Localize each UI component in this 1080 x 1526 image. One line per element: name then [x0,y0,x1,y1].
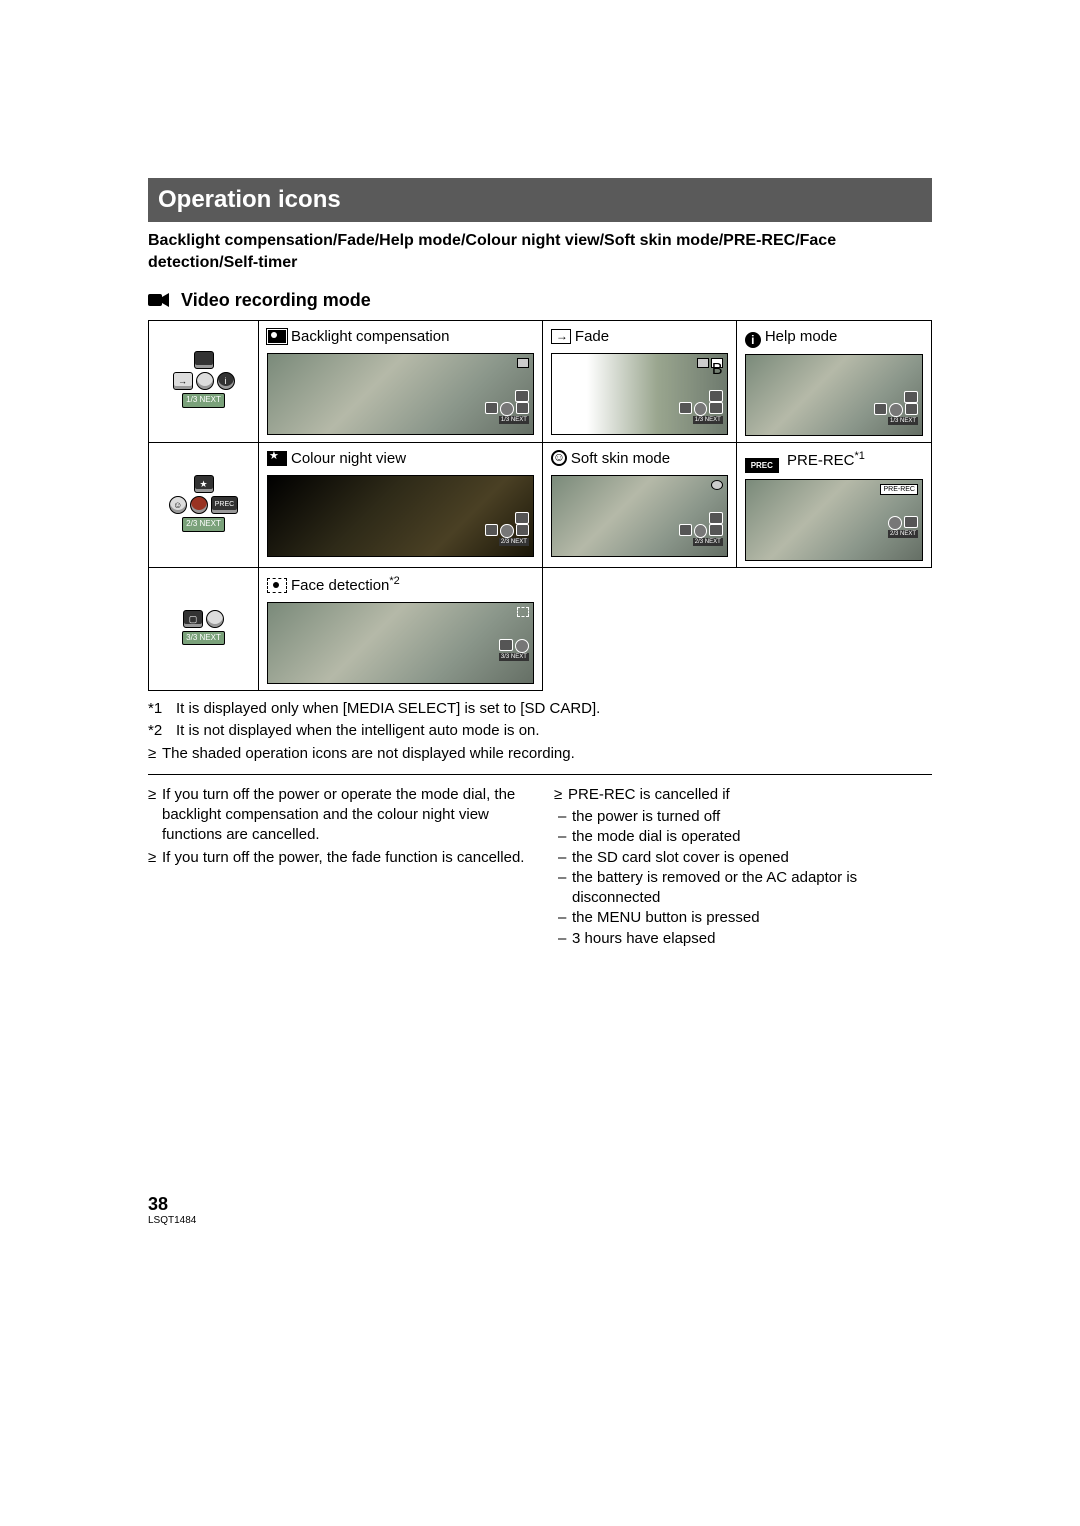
cell-facedetect: Face detection*2 3/3 NEXT [259,567,543,690]
colournight-label: Colour night view [291,450,406,467]
fade-nav-icon: → [173,372,193,390]
softskin-icon [551,450,567,466]
nav-panel-3: ▢ 3/3 NEXT [149,567,259,690]
subtitle: Backlight compensation/Fade/Help mode/Co… [148,226,932,287]
facedetect-sup: *2 [389,575,399,587]
icons-table: → i 1/3 NEXT Backlight compensation 1/3 … [148,320,932,691]
fade-icon [551,329,571,344]
nr-d5: the MENU button is pressed [572,908,760,928]
softskin-thumb: 2/3 NEXT [551,475,728,557]
nr-d2: the mode dial is operated [572,827,740,847]
title-text: Operation icons [158,186,341,213]
prerec-sup: *1 [855,450,865,462]
help-thumb: 1/3 NEXT [745,354,923,436]
note-left-2: If you turn off the power, the fade func… [162,848,524,868]
note-left-1: If you turn off the power or operate the… [162,785,526,846]
cell-backlight: Backlight compensation 1/3 NEXT [259,320,543,442]
facedetect-label: Face detection [291,577,389,594]
title-bar: Operation icons [148,178,932,222]
prerec-badge: PRE-REC [880,484,918,495]
empty-cell-2 [736,567,931,690]
cell-prerec: PREC PRE-REC*1 PRE-REC 2/3 NEXT [736,442,931,567]
fn1-text: It is displayed only when [MEDIA SELECT]… [176,699,600,719]
nr-d1: the power is turned off [572,807,720,827]
notes-right: ≥PRE-REC is cancelled if –the power is t… [554,785,932,949]
backlight-nav-icon [194,351,214,369]
footnotes: *1It is displayed only when [MEDIA SELEC… [148,699,932,764]
nr-d6: 3 hours have elapsed [572,929,715,949]
nr-d4: the battery is removed or the AC adaptor… [572,868,932,909]
bullet-icon: ≥ [148,744,162,764]
section-heading-text: Video recording mode [181,290,371,310]
facedetect-icon [267,578,287,593]
facedetect-nav-icon: ▢ [183,610,203,628]
cell-fade: Fade B 1/3 NEXT [542,320,736,442]
video-camera-icon [148,290,170,314]
help-icon: i [745,332,761,348]
fade-thumb: B 1/3 NEXT [551,353,728,435]
center3-nav-icon [206,610,224,628]
help-nav-icon: i [217,372,235,390]
backlight-label: Backlight compensation [291,328,449,345]
prerec-nav-icon: PREC [211,496,238,514]
fade-label: Fade [575,328,609,345]
backlight-icon [267,329,287,344]
cell-help: iHelp mode 1/3 NEXT [736,320,931,442]
fn2-text: It is not displayed when the intelligent… [176,721,540,741]
backlight-thumb: 1/3 NEXT [267,353,534,435]
colournight-nav-icon: ★ [194,475,214,493]
colournight-icon [267,451,287,466]
part-number: LSQT1484 [148,1214,196,1228]
prerec-label: PRE-REC [787,452,855,469]
nav-panel-2: ★ ☺ PREC 2/3 NEXT [149,442,259,567]
center2-nav-icon [190,496,208,514]
nav-next-3: 3/3 NEXT [182,631,225,646]
nav-next-2: 2/3 NEXT [182,517,225,532]
prerec-thumb: PRE-REC 2/3 NEXT [745,479,923,561]
center-nav-icon [196,372,214,390]
notes-columns: ≥If you turn off the power or operate th… [148,785,932,949]
empty-cell-1 [542,567,736,690]
colournight-thumb: 2/3 NEXT [267,475,534,557]
fn-bullet: The shaded operation icons are not displ… [162,744,575,764]
facedetect-thumb: 3/3 NEXT [267,602,534,684]
help-label: Help mode [765,328,838,345]
nr-d3: the SD card slot cover is opened [572,848,789,868]
prerec-icon: PREC [745,458,779,473]
nav-next-1: 1/3 NEXT [182,393,225,408]
cell-colournight: Colour night view 2/3 NEXT [259,442,543,567]
nav-panel-1: → i 1/3 NEXT [149,320,259,442]
fn1-key: *1 [148,699,176,719]
notes-left: ≥If you turn off the power or operate th… [148,785,526,949]
section-heading: Video recording mode [148,288,932,314]
softskin-label: Soft skin mode [571,450,670,467]
page-number: 38 [148,1192,168,1216]
softskin-nav-icon: ☺ [169,496,187,514]
separator [148,774,932,775]
fn2-key: *2 [148,721,176,741]
note-right-head: PRE-REC is cancelled if [568,785,730,805]
cell-softskin: Soft skin mode 2/3 NEXT [542,442,736,567]
